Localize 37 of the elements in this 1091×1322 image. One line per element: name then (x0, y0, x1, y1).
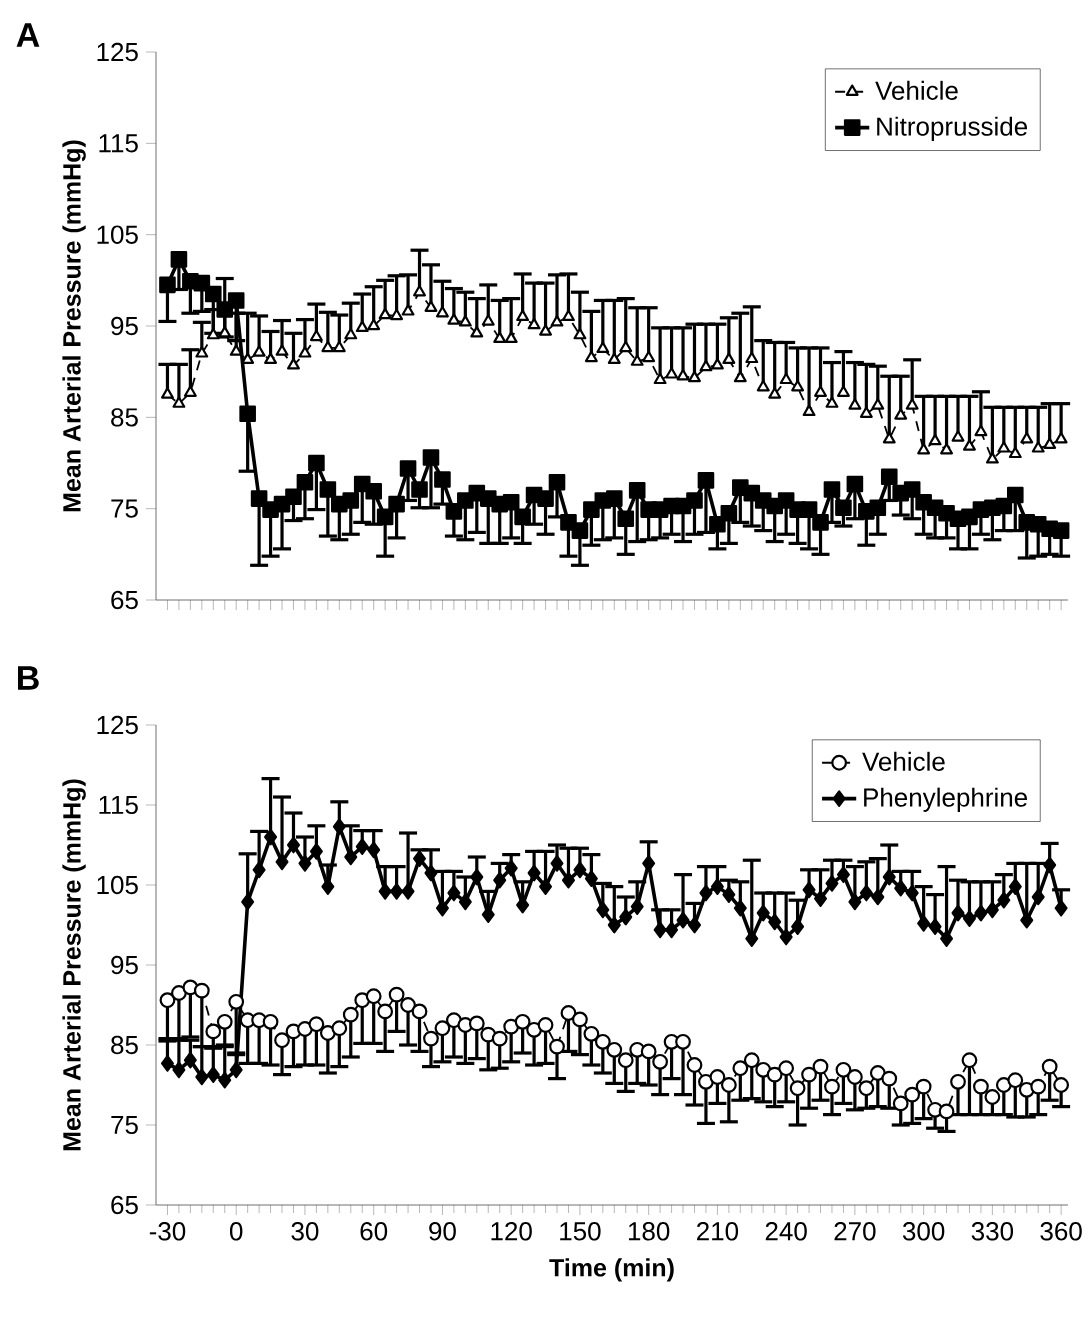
text: A (16, 23, 40, 47)
x-tick-label: 210 (697, 1222, 739, 1241)
y-tick-label: 125 (97, 42, 138, 62)
y-tick-label: 115 (99, 795, 138, 815)
y-tick-label: 65 (111, 590, 138, 610)
y-tick-label: 95 (111, 955, 138, 975)
legend-label: Vehicle (862, 751, 945, 771)
x-tick-label: 240 (765, 1222, 807, 1241)
x-tick-label: 300 (902, 1222, 945, 1241)
x-tick-label: 360 (1040, 1222, 1082, 1241)
y-tick-label: 105 (97, 875, 138, 895)
y-tick-label: 75 (111, 499, 138, 518)
x-tick-label: 30 (291, 1222, 319, 1241)
legend-label: Vehicle (875, 80, 958, 100)
x-tick-label: 330 (971, 1222, 1014, 1241)
x-tick-label: 60 (360, 1222, 388, 1241)
text: B (18, 666, 39, 690)
x-tick-label: -30 (149, 1222, 186, 1241)
x-tick-label: 120 (491, 1222, 532, 1241)
x-tick-label: 270 (834, 1222, 876, 1241)
y-tick-label: 105 (97, 225, 138, 244)
legend-label: Nitroprusside (877, 116, 1028, 141)
legend-label: Phenylephrine (864, 787, 1028, 812)
y-axis-title: Mean Arterial Pressure (mmHg) (62, 779, 86, 1151)
y-tick-label: 85 (111, 408, 138, 427)
x-tick-label: 90 (429, 1222, 456, 1241)
x-tick-label: 150 (560, 1222, 601, 1241)
y-tick-label: 115 (99, 134, 138, 153)
y-tick-label: 65 (111, 1195, 138, 1215)
y-axis-title: Mean Arterial Pressure (mmHg) (62, 140, 86, 512)
y-tick-label: 125 (97, 715, 138, 735)
y-tick-label: 75 (111, 1115, 138, 1135)
x-tick-label: 0 (229, 1222, 243, 1241)
x-axis-title: Time (min) (549, 1258, 674, 1282)
x-tick-label: 180 (628, 1222, 670, 1241)
y-tick-label: 85 (111, 1035, 138, 1055)
y-tick-label: 95 (111, 316, 138, 336)
